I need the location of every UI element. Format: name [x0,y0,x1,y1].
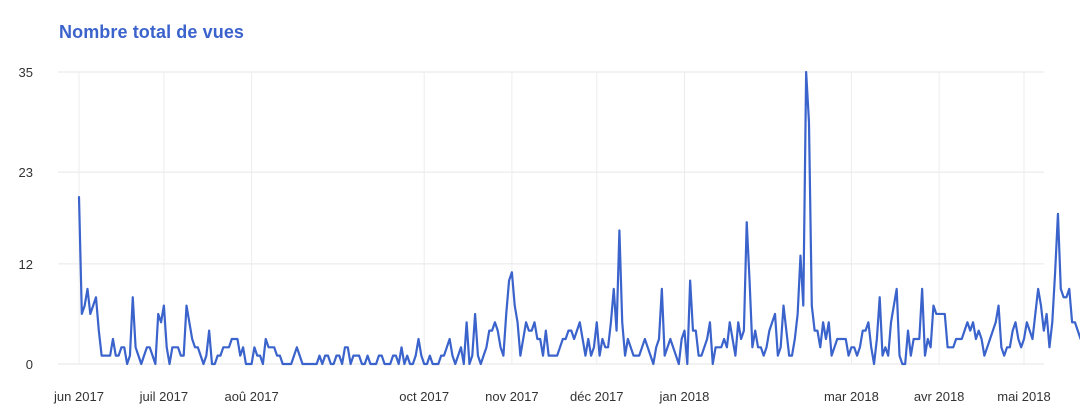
y-axis-labels: 0 12 23 35 [19,65,33,372]
x-tick-label: mai 2018 [997,389,1050,404]
y-tick-label: 23 [19,165,33,180]
y-tick-label: 12 [19,257,33,272]
chart-title: Nombre total de vues [59,22,245,42]
x-tick-label: oct 2017 [399,389,449,404]
x-axis-labels: jun 2017 juil 2017 aoû 2017 oct 2017 nov 201… [53,389,1051,404]
x-tick-label: juil 2017 [139,389,188,404]
x-tick-label: aoû 2017 [224,389,278,404]
x-tick-label: déc 2017 [570,389,624,404]
x-tick-label: jan 2018 [659,389,710,404]
grid-lines [58,71,1044,365]
x-tick-label: mar 2018 [824,389,879,404]
y-tick-label: 35 [19,65,33,80]
x-tick-label: avr 2018 [914,389,965,404]
y-tick-label: 0 [26,357,33,372]
x-tick-label: jun 2017 [53,389,104,404]
series-line [77,70,1080,366]
x-tick-label: nov 2017 [485,389,539,404]
